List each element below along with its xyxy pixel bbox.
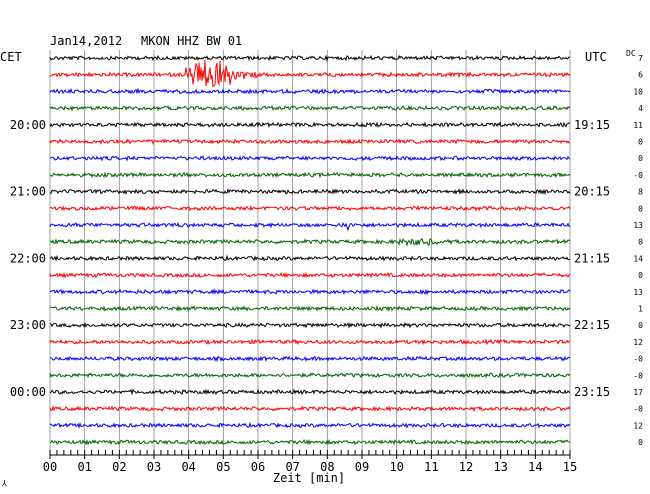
- cet-time-label: 21:00: [10, 185, 46, 199]
- x-tick-label: 08: [320, 460, 334, 474]
- time-axis: 00 01 02 03 04 05 06 07 08 09 10 11 12 13 14 15: [43, 450, 577, 474]
- dc-offset-value: 13: [633, 288, 643, 297]
- cet-time-label: 20:00: [10, 118, 46, 132]
- x-tick-label: 10: [389, 460, 403, 474]
- dc-offset-value: 0: [638, 438, 643, 447]
- trace-line: [49, 188, 571, 196]
- dc-offset-value: 0: [638, 238, 643, 247]
- trace-line: [49, 54, 571, 62]
- trace-lines: [49, 54, 571, 446]
- trace-line: [49, 421, 571, 429]
- x-tick-label: 14: [528, 460, 542, 474]
- dc-offset-value: 8: [638, 188, 643, 197]
- trace-line: [49, 155, 571, 162]
- dc-offset-value: 0: [638, 321, 643, 330]
- trace-line: [49, 138, 570, 146]
- x-tick-label: 05: [216, 460, 230, 474]
- date-label: Jan14,2012: [50, 34, 122, 48]
- grid-lines: [49, 50, 571, 450]
- trace-line: [49, 405, 571, 413]
- trace-line: [49, 438, 571, 446]
- dc-offset-value: 11: [633, 121, 643, 130]
- trace-line: [49, 171, 571, 179]
- utc-time-label: 19:15: [574, 118, 610, 132]
- dc-offset-value: -0: [633, 371, 643, 380]
- x-tick-label: 04: [181, 460, 195, 474]
- cet-time-label: 23:00: [10, 318, 46, 332]
- trace-line: [49, 355, 571, 363]
- x-tick-label: 01: [77, 460, 91, 474]
- x-tick-label: 00: [43, 460, 57, 474]
- trace-line: [49, 321, 571, 329]
- trace-labels: 20:00 21:00 22:00 23:00 00:00 19:15 20:15 21:15…: [10, 54, 643, 447]
- trace-line: [50, 204, 571, 212]
- trace-line: [49, 338, 571, 346]
- trace-line: [49, 59, 571, 88]
- trace-line: [49, 372, 571, 379]
- dc-offset-value: -0: [633, 355, 643, 364]
- dc-offset-value: 14: [633, 254, 643, 263]
- dc-offset-value: 13: [633, 221, 643, 230]
- trace-line: [49, 304, 571, 312]
- dc-offset-value: 6: [638, 71, 643, 80]
- x-axis-label: Zeit [min]: [273, 471, 345, 485]
- utc-time-label: 23:15: [574, 385, 610, 399]
- cet-time-label: 22:00: [10, 251, 46, 265]
- x-tick-label: 13: [493, 460, 507, 474]
- dc-offset-value: 0: [638, 204, 643, 213]
- trace-line: [49, 221, 571, 232]
- x-tick-label: 02: [112, 460, 126, 474]
- x-tick-label: 03: [147, 460, 161, 474]
- trace-line: [49, 254, 571, 262]
- dc-offset-value: 12: [633, 338, 643, 347]
- dc-offset-value: 10: [633, 87, 643, 96]
- corner-mark: ⅄: [1, 479, 7, 488]
- dc-offset-value: 0: [638, 271, 643, 280]
- trace-line: [49, 87, 571, 95]
- x-tick-label: 09: [355, 460, 369, 474]
- left-timezone-label: CET: [0, 50, 22, 64]
- x-tick-label: 11: [424, 460, 438, 474]
- trace-line: [49, 121, 570, 129]
- station-label: MKON HHZ BW 01: [141, 34, 242, 48]
- utc-time-label: 21:15: [574, 251, 610, 265]
- dc-offset-value: 17: [633, 388, 643, 397]
- utc-time-label: 20:15: [574, 185, 610, 199]
- utc-time-label: 22:15: [574, 318, 610, 332]
- x-tick-label: 07: [285, 460, 299, 474]
- dc-offset-value: 4: [638, 104, 643, 113]
- right-timezone-label: UTC: [585, 50, 607, 64]
- dc-offset-value: 0: [638, 138, 643, 147]
- trace-line: [49, 237, 571, 247]
- cet-time-label: 00:00: [10, 385, 46, 399]
- trace-line: [49, 388, 571, 396]
- dc-offset-value: -0: [633, 171, 643, 180]
- dc-offset-value: 12: [633, 421, 643, 430]
- dc-offset-value: 0: [638, 154, 643, 163]
- trace-line: [49, 271, 571, 279]
- dc-offset-header: DC: [626, 49, 636, 58]
- dc-offset-value: 7: [638, 54, 643, 63]
- dc-offset-value: 1: [638, 305, 643, 314]
- x-tick-label: 12: [459, 460, 473, 474]
- x-tick-label: 15: [563, 460, 577, 474]
- x-tick-label: 06: [251, 460, 265, 474]
- trace-line: [49, 104, 571, 112]
- trace-line: [49, 288, 571, 296]
- dc-offset-value: -0: [633, 405, 643, 414]
